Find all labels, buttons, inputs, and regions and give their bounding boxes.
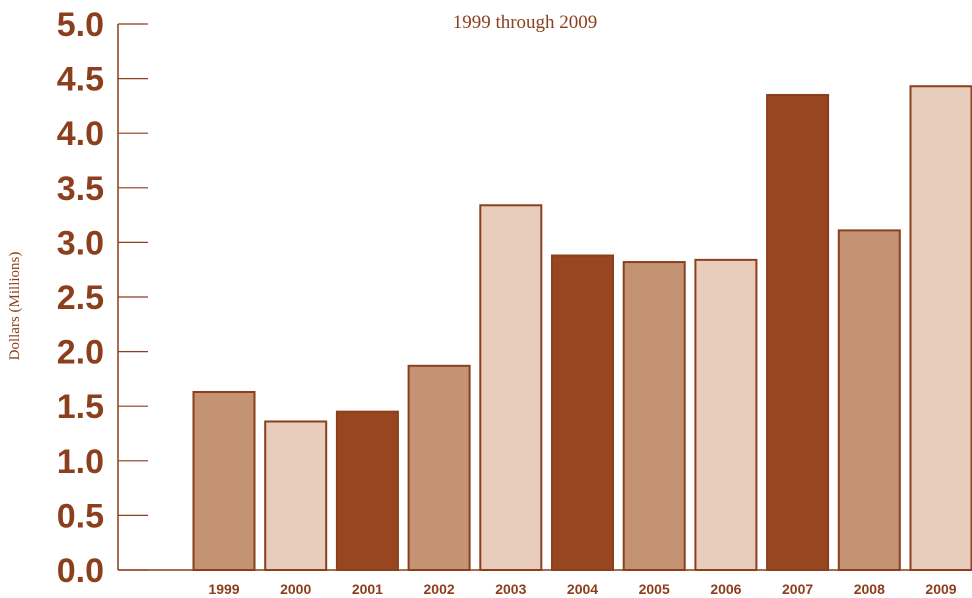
y-tick-label: 2.0 — [57, 334, 104, 372]
y-tick-label: 2.5 — [57, 279, 104, 317]
bar-2009 — [909, 85, 972, 572]
x-tick-label: 2003 — [495, 581, 526, 597]
x-tick-label: 2005 — [639, 581, 670, 597]
bar-2007 — [766, 93, 830, 571]
bar-2001 — [335, 410, 399, 571]
y-axis-label: Dollars (Millions) — [7, 252, 23, 361]
y-tick-label: 4.0 — [57, 115, 104, 153]
y-tick-label: 3.0 — [57, 224, 104, 262]
bar-1999 — [192, 391, 256, 571]
y-ticks: 0.0 0.5 1.0 1.5 2.0 2.5 3.0 3.5 4.0 4.5 5.0 — [57, 6, 148, 590]
x-tick-label: 1999 — [208, 581, 239, 597]
y-tick-label: 1.0 — [57, 443, 104, 481]
x-tick-label: 2008 — [854, 581, 885, 597]
y-tick-label: 4.5 — [57, 61, 104, 99]
x-tick-label: 2002 — [424, 581, 455, 597]
bar-2006 — [694, 258, 758, 571]
x-tick-label: 2000 — [280, 581, 311, 597]
x-tick-label: 2007 — [782, 581, 813, 597]
bar-2005 — [622, 261, 686, 571]
x-ticks: 1999 2000 2001 2002 2003 2004 2005 2006 2007 2008… — [208, 581, 956, 597]
bar-2000 — [264, 420, 328, 571]
x-tick-label: 2001 — [352, 581, 383, 597]
y-tick-label: 0.0 — [57, 552, 104, 590]
y-tick-label: 3.5 — [57, 170, 104, 208]
bar-2003 — [479, 204, 543, 571]
bar-2004 — [551, 254, 614, 571]
y-tick-label: 1.5 — [57, 388, 104, 426]
chart-subtitle: 1999 through 2009 — [453, 12, 598, 33]
bar-2008 — [837, 229, 901, 571]
x-tick-label: 2009 — [925, 581, 956, 597]
bars — [192, 85, 972, 572]
bar-2002 — [407, 364, 471, 571]
y-tick-label: 5.0 — [57, 6, 104, 44]
x-tick-label: 2006 — [710, 581, 741, 597]
x-tick-label: 2004 — [567, 581, 598, 597]
y-tick-label: 0.5 — [57, 497, 104, 535]
